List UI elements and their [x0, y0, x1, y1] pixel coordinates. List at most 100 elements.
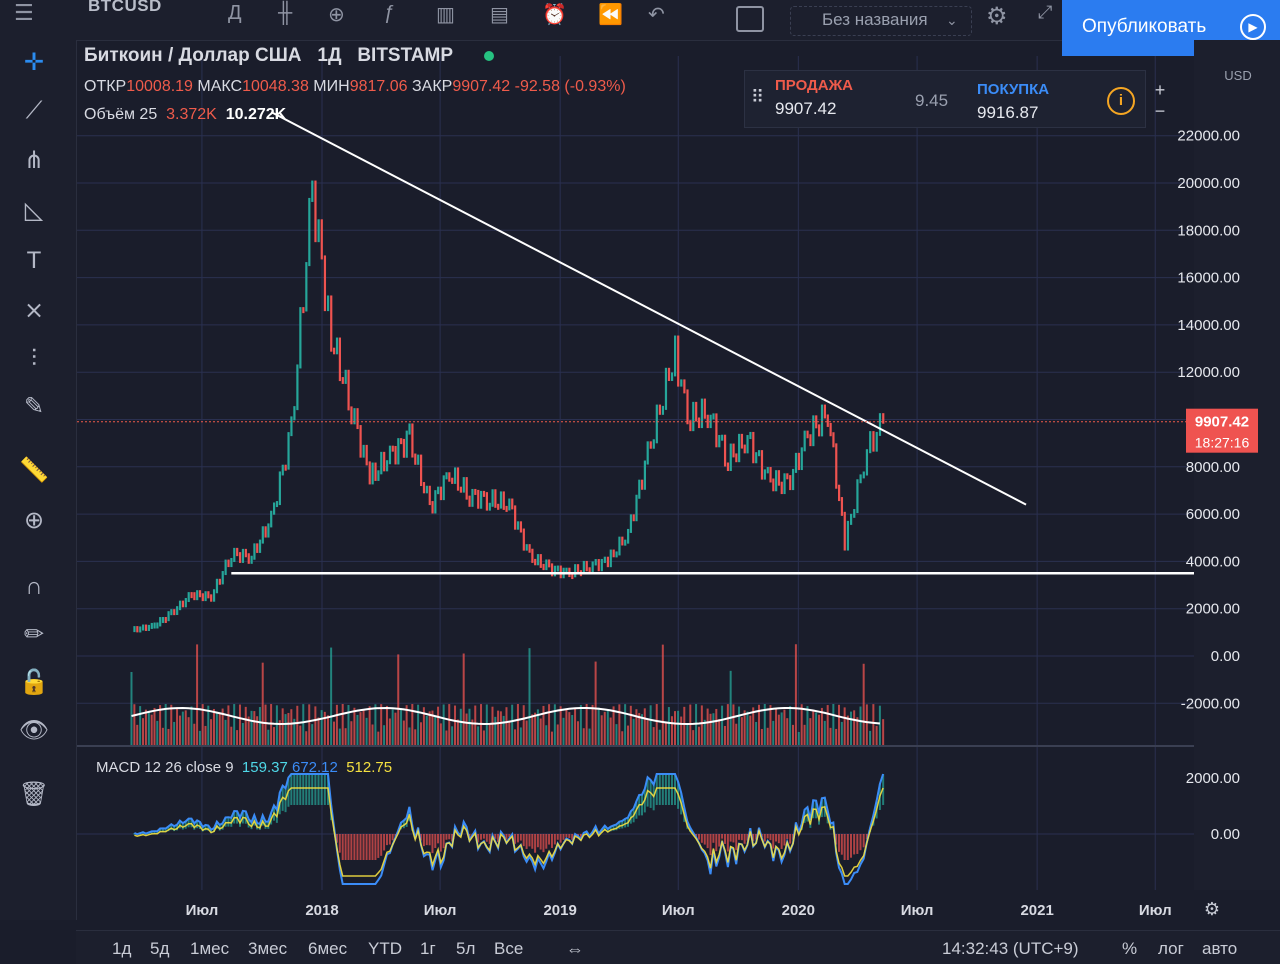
volume-bar	[198, 730, 201, 746]
volume-bar	[278, 720, 281, 746]
candle	[256, 543, 259, 553]
macd-legend[interactable]: MACD 12 26 close 9 159.37 672.12 512.75	[96, 759, 392, 776]
symbol-search[interactable]: BTCUSD	[88, 0, 162, 15]
trendline-icon[interactable]: ⟋	[25, 97, 43, 124]
macd-hist-bar	[815, 800, 818, 819]
percent-toggle[interactable]: %	[1122, 939, 1138, 958]
range-1d[interactable]: 1д	[112, 939, 132, 958]
trash-icon[interactable]: 🗑	[18, 781, 50, 808]
clock[interactable]: 14:32:43 (UTC+9)	[942, 939, 1079, 958]
range-1m[interactable]: 1мес	[190, 939, 230, 958]
range-6m[interactable]: 6мес	[308, 939, 348, 958]
indicators-icon[interactable]: ƒ	[384, 2, 396, 24]
templates-icon[interactable]: ▤	[490, 4, 509, 26]
macd-hist-bar	[391, 834, 394, 841]
candle	[769, 467, 772, 483]
volume-bar	[505, 707, 508, 746]
menu-icon[interactable]: ☰	[14, 0, 34, 25]
pitchfork-icon[interactable]: ⋔	[23, 147, 45, 174]
chart-title-box[interactable]	[790, 6, 972, 36]
range-all[interactable]: Все	[494, 939, 524, 958]
macd-line	[134, 773, 885, 885]
lock-icon[interactable]: 🔓	[19, 669, 49, 696]
volume-bar	[829, 727, 832, 746]
candle	[674, 335, 677, 377]
pattern-icon[interactable]: ⨯	[23, 297, 45, 324]
candle	[755, 452, 758, 464]
eye-icon[interactable]: 👁	[18, 717, 50, 744]
sell-label[interactable]: ПРОДАЖА	[775, 77, 853, 94]
candle	[434, 490, 437, 514]
expand-icon[interactable]: ⤢	[1038, 2, 1053, 22]
volume-bar	[869, 730, 872, 746]
range-5y[interactable]: 5л	[456, 939, 476, 958]
undo-icon[interactable]: ↶	[648, 4, 665, 26]
crosshair-icon[interactable]: ✛	[23, 49, 45, 76]
macd-hist-bar	[187, 818, 190, 828]
candle	[224, 559, 227, 576]
candle	[270, 510, 273, 528]
candle	[491, 489, 494, 507]
financials-icon[interactable]: ▥	[436, 4, 455, 26]
macd-hist-bar	[437, 834, 440, 844]
buy-value[interactable]: 9916.87	[977, 103, 1039, 122]
drag-handle-icon[interactable]: ⠿	[751, 87, 765, 107]
replay-icon[interactable]: ⏪	[598, 4, 623, 26]
range-5d[interactable]: 5д	[150, 939, 170, 958]
publish-button[interactable]: Опубликовать ▶	[1062, 0, 1280, 56]
macd-hist-bar	[627, 817, 630, 827]
low-value: 9817.06	[349, 78, 408, 95]
prediction-icon[interactable]: ⫶	[31, 345, 37, 372]
magnet-icon[interactable]: ∩	[25, 573, 43, 600]
auto-toggle[interactable]: авто	[1202, 939, 1238, 958]
volume-bar	[514, 729, 517, 746]
buy-label[interactable]: ПОКУПКА	[977, 81, 1050, 98]
macd-hist-bar	[212, 828, 215, 833]
candles-icon[interactable]: ╫	[278, 2, 293, 24]
volume-bar	[465, 713, 468, 746]
volume-bar	[721, 705, 724, 746]
x-tick-label: Июл	[1139, 902, 1172, 919]
range-3m[interactable]: 3мес	[248, 939, 288, 958]
compare-icon[interactable]: ⊕	[328, 4, 345, 26]
text-icon[interactable]: T	[26, 247, 42, 274]
play-icon[interactable]: ▶	[1240, 14, 1266, 40]
candle	[820, 404, 824, 437]
volume-bar	[326, 715, 329, 746]
alert-icon[interactable]: ⏰	[542, 4, 567, 26]
fullscreen-icon[interactable]	[736, 6, 764, 32]
range-ytd[interactable]: YTD	[368, 939, 402, 958]
brush-icon[interactable]: ✎	[23, 393, 45, 420]
candle	[391, 445, 394, 452]
zoom-stepper[interactable]: + −	[1154, 80, 1166, 121]
volume-bar	[775, 707, 778, 746]
macd-hist-bar	[528, 834, 531, 847]
interval-icon[interactable]: Д	[228, 2, 242, 24]
y-tick-label: 16000.00	[1177, 270, 1240, 287]
macd-hist-bar	[695, 834, 698, 837]
chart-title[interactable]: Без названия	[822, 10, 928, 29]
candle	[658, 404, 661, 415]
sell-value[interactable]: 9907.42	[775, 99, 837, 118]
candle	[233, 547, 236, 562]
gear-icon[interactable]: ⚙	[986, 3, 1008, 30]
ruler-icon[interactable]: 📏	[19, 457, 49, 484]
chevron-down-icon[interactable]: ⌄	[946, 12, 958, 28]
log-toggle[interactable]: лог	[1158, 939, 1184, 958]
candle	[287, 432, 290, 470]
range-1y[interactable]: 1г	[420, 939, 436, 958]
shapes-icon[interactable]: ◺	[24, 197, 44, 224]
candle	[227, 559, 230, 568]
info-icon[interactable]: i	[1107, 87, 1135, 115]
volume-legend[interactable]: Объём 25 3.372K 10.272K	[84, 106, 286, 124]
candle	[153, 622, 156, 629]
volume-bar	[233, 704, 236, 746]
zoom-icon[interactable]: ⊕	[23, 507, 45, 534]
volume-bar	[308, 704, 311, 746]
candle	[638, 479, 641, 499]
time-axis-gear-icon: ⚙	[1204, 899, 1220, 919]
date-range-icon[interactable]: ⇔	[566, 939, 584, 959]
volume-bar	[397, 654, 400, 746]
lock-drawing-icon[interactable]: ✏	[23, 621, 45, 648]
